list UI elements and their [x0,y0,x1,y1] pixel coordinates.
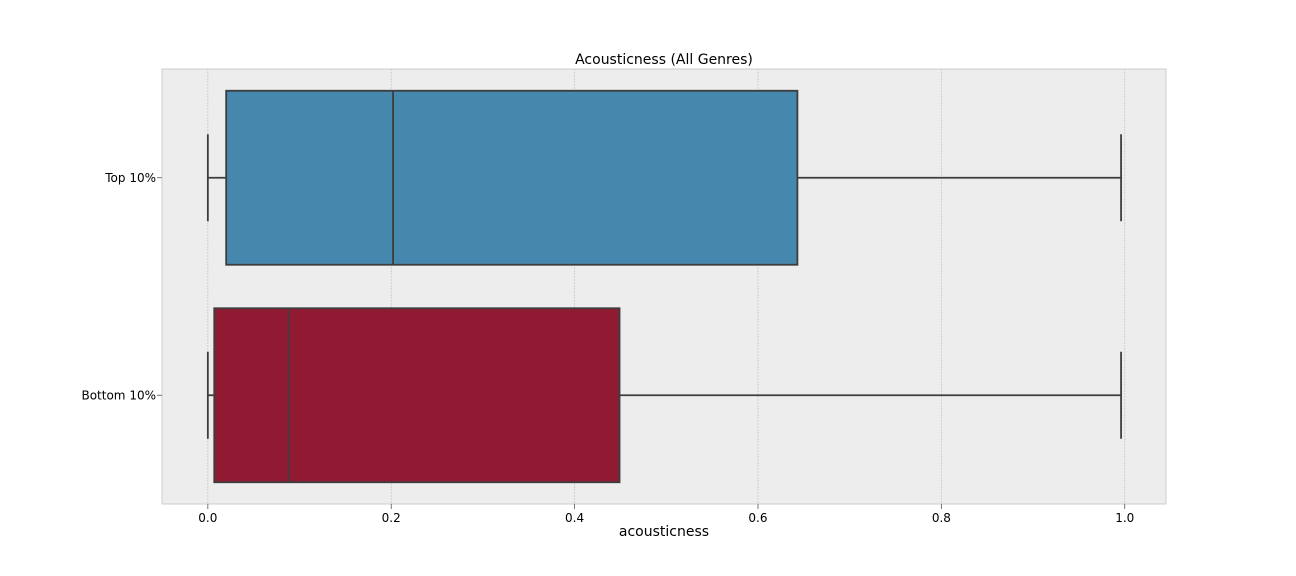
x-tick-label: 0.6 [748,511,767,525]
x-ticks: 0.0 0.2 0.4 0.6 0.8 1.0 [198,504,1134,525]
x-tick-label: 0.0 [198,511,217,525]
y-ticks: Top 10% Bottom 10% [81,171,162,402]
x-tick-label: 0.2 [382,511,401,525]
y-tick-label: Top 10% [104,171,156,185]
x-tick-label: 0.8 [932,511,951,525]
box-group [206,89,1122,266]
x-tick-label: 0.4 [565,511,584,525]
x-tick-label: 1.0 [1115,511,1134,525]
iqr-box [225,89,799,266]
iqr-box [213,307,621,484]
y-tick-label: Bottom 10% [81,388,156,402]
boxes [206,89,1122,484]
x-axis-label: acousticness [619,524,709,540]
box-group [206,307,1122,484]
chart-title: Acousticness (All Genres) [575,52,753,68]
